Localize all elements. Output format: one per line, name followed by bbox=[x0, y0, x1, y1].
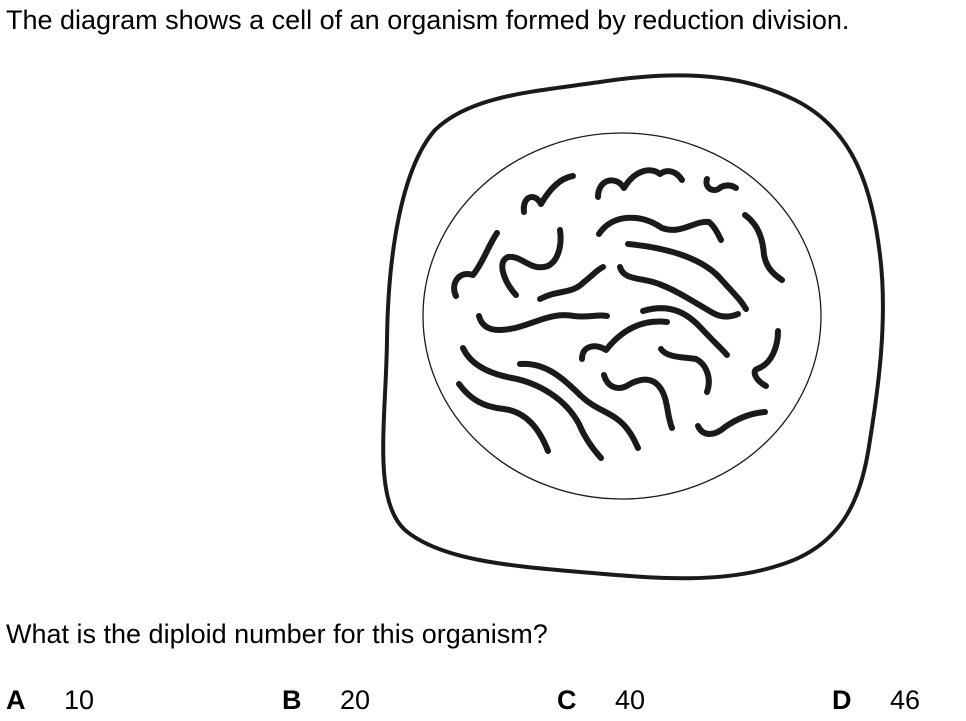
chromosome bbox=[595, 167, 685, 200]
chromosome bbox=[520, 173, 576, 215]
option-a[interactable]: A 10 bbox=[6, 682, 94, 718]
chromosome bbox=[617, 264, 741, 320]
option-letter: A bbox=[6, 685, 26, 715]
chromosome bbox=[742, 212, 785, 283]
option-d[interactable]: D 46 bbox=[832, 682, 920, 718]
question-intro: The diagram shows a cell of an organism … bbox=[6, 5, 850, 35]
option-letter: D bbox=[832, 685, 852, 715]
chromosome bbox=[658, 346, 712, 395]
option-value: 46 bbox=[890, 685, 921, 715]
chromosome bbox=[476, 312, 610, 333]
chromosome bbox=[579, 318, 670, 362]
option-letter: C bbox=[557, 685, 577, 715]
question-prompt: What is the diploid number for this orga… bbox=[6, 619, 548, 649]
chromosome bbox=[625, 241, 749, 312]
chromosome bbox=[451, 230, 500, 299]
chromosome bbox=[695, 409, 768, 437]
option-value: 10 bbox=[64, 685, 95, 715]
option-letter: B bbox=[282, 685, 302, 715]
chromosome bbox=[596, 214, 724, 243]
option-c[interactable]: C 40 bbox=[557, 682, 645, 718]
option-b[interactable]: B 20 bbox=[282, 682, 370, 718]
chromosomes bbox=[451, 167, 785, 461]
nucleus-membrane bbox=[422, 132, 822, 500]
chromosome bbox=[601, 372, 675, 431]
option-value: 40 bbox=[615, 685, 646, 715]
chromosome bbox=[499, 227, 564, 298]
option-value: 20 bbox=[340, 685, 371, 715]
chromosome bbox=[751, 328, 781, 389]
chromosome bbox=[640, 305, 730, 358]
chromosome bbox=[456, 381, 551, 454]
chromosome bbox=[460, 345, 604, 461]
chromosome bbox=[537, 264, 606, 302]
chromosome bbox=[703, 176, 739, 193]
chromosome bbox=[517, 360, 641, 451]
cell-membrane bbox=[381, 73, 885, 581]
